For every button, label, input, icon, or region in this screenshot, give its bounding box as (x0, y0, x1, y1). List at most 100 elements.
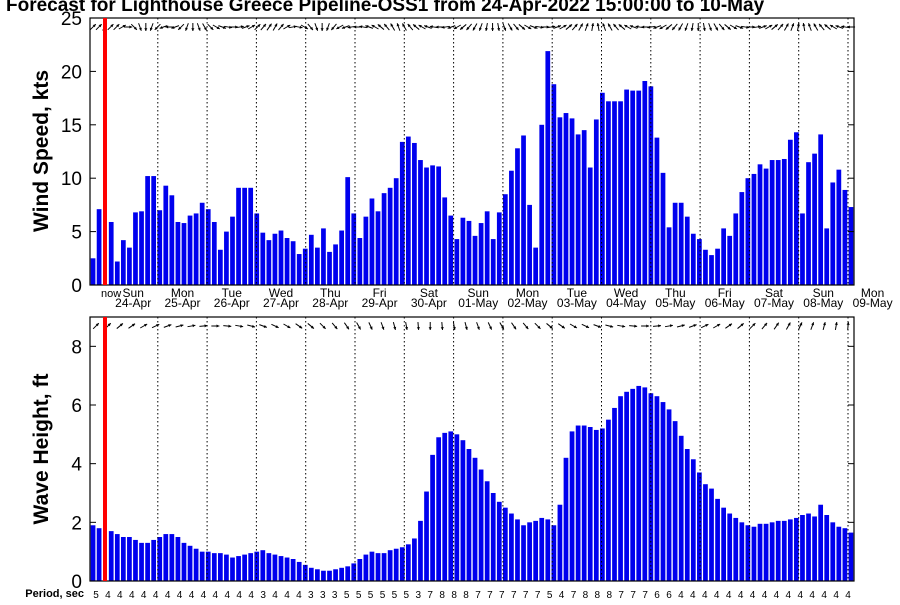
wind-bar (345, 177, 351, 285)
wave-bar (375, 553, 381, 581)
wind-bar (157, 210, 163, 285)
wind-arrow (272, 23, 278, 31)
wind-arrow-head (780, 23, 784, 28)
wave-arrow-head (646, 324, 650, 328)
wave-ytick-label: 4 (71, 455, 82, 476)
wind-bar (751, 173, 757, 285)
wind-bar (205, 209, 211, 285)
day-weekday-label: Tue (567, 286, 588, 300)
wave-arrow (92, 322, 100, 330)
wave-bar (381, 553, 387, 581)
now-label: now (101, 288, 121, 300)
day-weekday-label: Tue (222, 286, 243, 300)
wind-bar (327, 251, 332, 285)
wind-bar (775, 160, 781, 285)
wind-bar (424, 167, 429, 285)
wind-bar (848, 207, 854, 285)
wind-arrow (159, 25, 168, 29)
wind-bar (466, 220, 472, 285)
wind-y-axis-label: Wind Speed, kts (30, 70, 53, 232)
wind-arrow-head (185, 27, 188, 31)
day-date-label: 29-Apr (362, 296, 398, 310)
wind-arrow-head (304, 26, 308, 29)
wind-bar (509, 170, 514, 285)
period-value: 4 (845, 590, 851, 600)
wave-bar (211, 553, 217, 581)
wave-bar (114, 534, 120, 581)
wave-arrow (810, 322, 815, 330)
wind-arrow (235, 25, 244, 29)
period-value: 4 (702, 590, 708, 600)
wave-arrow-head (740, 323, 744, 327)
wave-arrow (534, 322, 541, 330)
wind-bar (660, 172, 666, 285)
wind-bar (242, 187, 247, 285)
wind-arrow-head (320, 28, 324, 31)
wind-bar (624, 89, 629, 285)
wave-arrow (664, 324, 673, 328)
wind-bar (587, 167, 593, 285)
wave-bar (484, 481, 490, 581)
wave-arrow (440, 321, 444, 331)
wave-bar (690, 459, 696, 581)
wind-arrow (735, 25, 744, 29)
wave-arrow (846, 321, 850, 331)
wave-bar (260, 550, 266, 581)
wind-bar (369, 198, 375, 285)
wind-arrow (696, 23, 700, 31)
wave-arrow-head (846, 322, 850, 325)
wave-bar (709, 488, 714, 581)
day-date-label: 06-May (705, 296, 745, 310)
wave-arrow-head (787, 322, 791, 326)
wave-bar (618, 396, 623, 581)
wave-arrow-head (775, 322, 779, 326)
wind-arrow (390, 23, 396, 31)
wave-bar (96, 528, 102, 581)
wind-bar (642, 81, 648, 285)
wind-arrow-head (769, 25, 773, 28)
wave-arrow (392, 322, 397, 330)
wind-arrow (89, 23, 97, 31)
wind-arrow-head (138, 27, 142, 31)
wind-arrow-head (472, 27, 476, 31)
wind-arrow-head (257, 24, 261, 28)
wind-bar (472, 235, 478, 285)
period-value: 3 (332, 590, 338, 600)
wind-arrow-head (478, 27, 482, 31)
wind-arrow-head (347, 25, 351, 29)
wind-arrow-head (246, 25, 250, 29)
wave-bar (630, 388, 636, 581)
wind-arrow-head (491, 28, 495, 31)
day-weekday-label: Mon (171, 286, 194, 300)
day-weekday-label: Wed (269, 286, 293, 300)
wind-bar (399, 141, 405, 285)
wind-bar (393, 178, 399, 285)
wave-bar (272, 554, 278, 581)
wave-bar (163, 534, 169, 581)
day-weekday-label: Sat (765, 286, 784, 300)
wind-arrow (478, 23, 483, 31)
period-value: 4 (750, 590, 756, 600)
wind-arrow-head (309, 26, 313, 31)
wave-bar (345, 566, 351, 581)
wind-bar (448, 215, 454, 285)
day-weekday-label: Sun (468, 286, 489, 300)
wind-bar (145, 176, 150, 285)
wind-arrow (283, 24, 291, 30)
wind-bar (296, 254, 302, 285)
wave-bar (357, 559, 363, 581)
wave-arrow (343, 322, 350, 330)
wave-direction-arrows (92, 321, 850, 331)
wind-arrow-head (740, 25, 744, 29)
period-value: 5 (356, 590, 362, 600)
wind-arrow (371, 24, 379, 30)
wave-bar (697, 472, 702, 581)
wave-arrow-head (428, 327, 432, 330)
wave-bar (593, 429, 599, 581)
wind-arrow-head (563, 25, 567, 28)
wind-arrow-head (390, 23, 394, 27)
wind-bar (806, 162, 811, 285)
wind-arrow-head (659, 26, 663, 29)
wave-bar (648, 393, 654, 581)
wave-arrow (163, 324, 172, 328)
